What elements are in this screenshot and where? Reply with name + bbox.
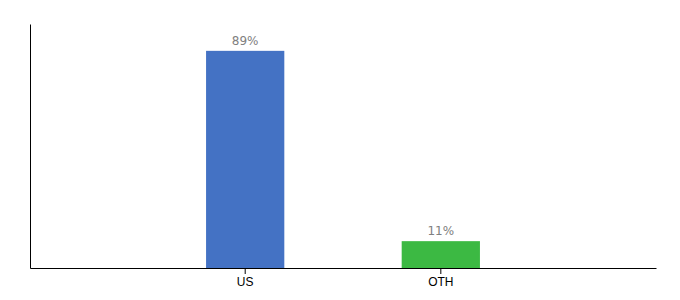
data-label: 11% bbox=[427, 224, 454, 238]
y-axis-line bbox=[30, 25, 31, 269]
bar bbox=[206, 51, 284, 268]
x-axis: US OTH bbox=[31, 268, 657, 289]
x-tick: OTH bbox=[428, 268, 453, 289]
chart: US OTH 89% 11% bbox=[0, 0, 680, 300]
y-axis bbox=[30, 25, 31, 269]
plot: US OTH 89% 11% bbox=[31, 25, 657, 289]
x-tick-label: OTH bbox=[428, 275, 453, 289]
bar bbox=[402, 241, 480, 268]
x-tick-mark bbox=[440, 268, 441, 274]
x-axis-line bbox=[31, 268, 657, 269]
data-label: 89% bbox=[232, 34, 259, 48]
x-tick-mark bbox=[245, 268, 246, 274]
x-tick: US bbox=[237, 268, 254, 289]
data-labels: 89% 11% bbox=[232, 34, 454, 238]
bars bbox=[206, 51, 480, 268]
x-tick-label: US bbox=[237, 275, 254, 289]
